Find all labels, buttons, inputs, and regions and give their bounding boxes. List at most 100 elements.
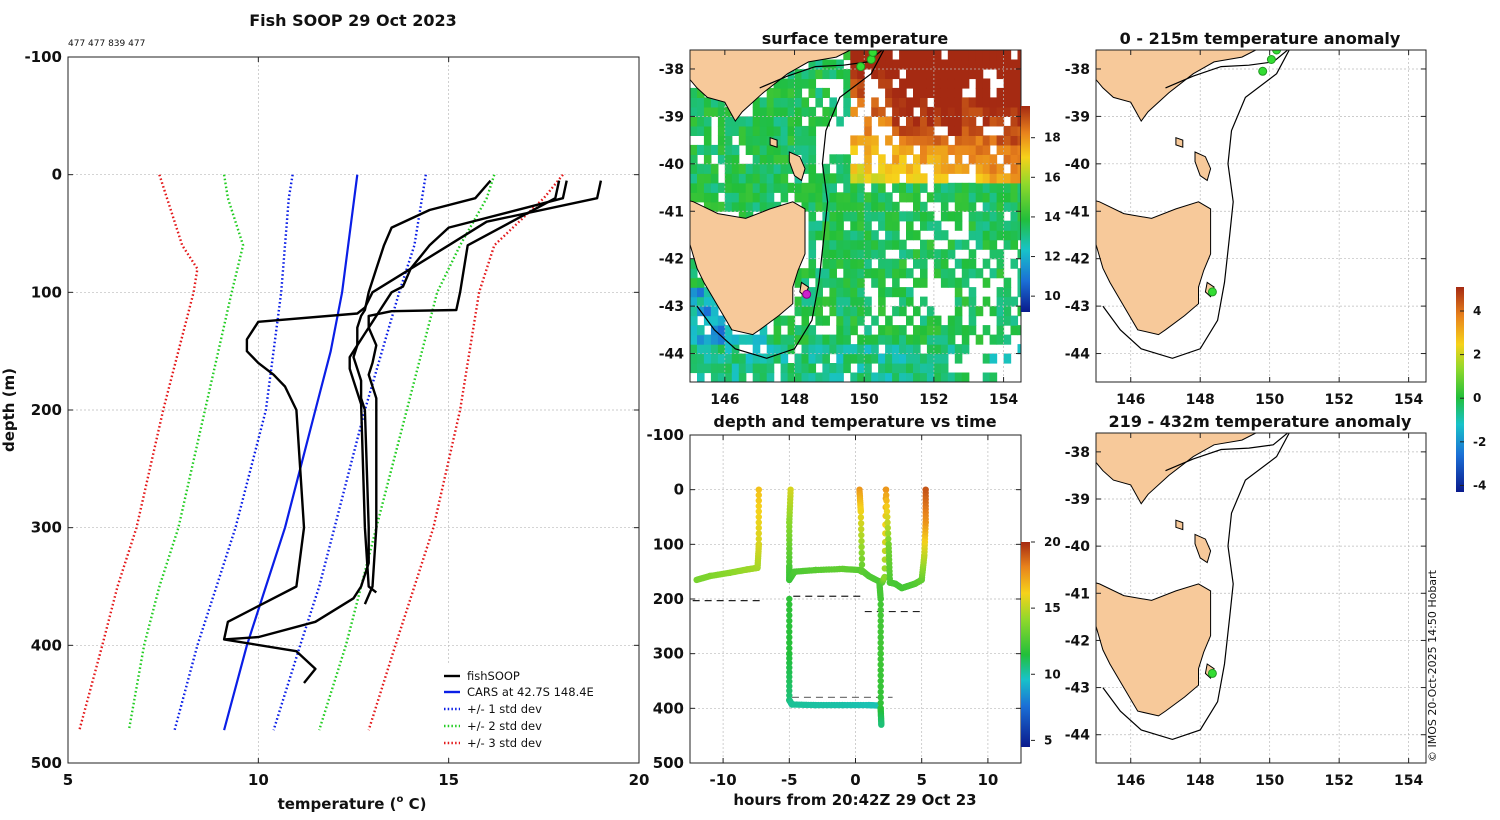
profile-line-fishSOOP_4	[363, 180, 561, 605]
sst-cell	[787, 363, 796, 374]
sst-cell	[717, 97, 726, 108]
sst-cell	[906, 116, 914, 127]
sst-cell	[913, 325, 921, 336]
sst-cell	[968, 249, 977, 260]
track-point	[755, 535, 762, 543]
sst-cell	[947, 211, 956, 222]
track-point	[786, 606, 793, 614]
sst-cell	[690, 258, 698, 269]
sst-cell	[961, 277, 970, 288]
sst-cell	[954, 353, 963, 364]
sst-cell	[871, 249, 879, 260]
track-point	[857, 514, 865, 521]
sst-cell	[850, 135, 858, 146]
y-tick-label: 0	[674, 481, 684, 499]
profile-line-cars	[223, 174, 359, 731]
sst-cell	[954, 306, 963, 317]
sst-cell	[1010, 220, 1019, 231]
sst-map-title: surface temperature	[762, 29, 949, 48]
sst-cell	[710, 163, 719, 174]
sst-cell	[697, 334, 705, 345]
sst-cell	[961, 97, 970, 108]
sst-cell	[801, 296, 810, 307]
sst-cell	[1010, 192, 1019, 203]
sst-cell	[745, 135, 754, 146]
sst-cell	[815, 59, 823, 70]
sst-cell	[878, 353, 886, 364]
sst-cell	[940, 201, 949, 212]
sst-cell	[829, 239, 837, 250]
sst-cell	[857, 97, 865, 108]
sst-cell	[843, 363, 851, 374]
track-point	[786, 645, 793, 652]
sst-cell	[982, 116, 991, 127]
colorbar-tick-label: 15	[1044, 601, 1061, 615]
sst-cell	[982, 230, 991, 241]
sst-cell	[940, 325, 949, 336]
sst-gridlines	[690, 50, 1021, 382]
sst-cell	[780, 144, 789, 155]
sst-cell	[829, 363, 837, 374]
sst-cell	[906, 230, 914, 241]
sst-cell	[975, 239, 984, 250]
sst-cell	[961, 59, 970, 70]
sst-cell	[878, 372, 886, 382]
sst-cell	[920, 144, 928, 155]
sst-cell	[940, 59, 949, 70]
sst-cell	[982, 201, 991, 212]
sst-cell	[1003, 277, 1012, 288]
sst-cell	[745, 173, 754, 184]
sst-cell	[724, 363, 733, 374]
sst-cell	[968, 69, 977, 80]
sst-cell	[885, 59, 893, 70]
sst-cell	[1003, 334, 1012, 345]
sst-cell	[752, 125, 761, 136]
land-tasmania	[1096, 582, 1212, 717]
time-series-reference-lines	[692, 595, 922, 699]
sst-cell	[954, 116, 963, 127]
y-tick-label: -41	[659, 204, 684, 220]
sst-cell	[843, 230, 851, 241]
anomaly-top-frame	[1095, 49, 1427, 383]
sst-cell	[857, 192, 865, 203]
sst-cell	[843, 50, 851, 61]
sst-cell	[1017, 144, 1021, 155]
sst-cell	[1010, 97, 1019, 108]
sst-cell	[850, 258, 858, 269]
sst-cell	[829, 201, 837, 212]
sst-cell	[703, 363, 712, 374]
sst-cell	[822, 344, 830, 355]
sst-cell	[836, 334, 844, 345]
sst-markers	[802, 50, 878, 299]
sst-cell	[836, 239, 844, 250]
sst-cell	[745, 163, 754, 174]
sst-cell	[926, 106, 935, 117]
sst-cell	[850, 230, 858, 241]
sst-cell	[892, 125, 900, 136]
sst-cell	[787, 97, 796, 108]
track-point	[877, 655, 884, 663]
sst-cell	[878, 69, 886, 80]
sst-cell	[989, 116, 998, 127]
sst-cell	[843, 87, 851, 98]
sst-cell	[1017, 201, 1021, 212]
sst-cell	[899, 334, 907, 345]
sst-cell	[1017, 220, 1021, 231]
sst-cell	[794, 372, 803, 382]
sst-cell	[738, 334, 747, 345]
anomaly-top-land	[1096, 50, 1290, 359]
sst-cell	[836, 363, 844, 374]
sst-cell	[697, 296, 705, 307]
sst-cell	[690, 87, 698, 98]
sst-cell	[1003, 220, 1012, 231]
track-point	[786, 558, 793, 565]
sst-cell	[892, 287, 900, 298]
sst-cell	[738, 163, 747, 174]
track-point	[786, 612, 793, 619]
sst-cell	[738, 173, 747, 184]
sst-cell	[899, 296, 907, 307]
legend-label-fishsoop: fishSOOP	[467, 669, 520, 683]
sst-cell	[794, 182, 803, 193]
sst-cell	[968, 220, 977, 231]
sst-cell	[975, 334, 984, 345]
